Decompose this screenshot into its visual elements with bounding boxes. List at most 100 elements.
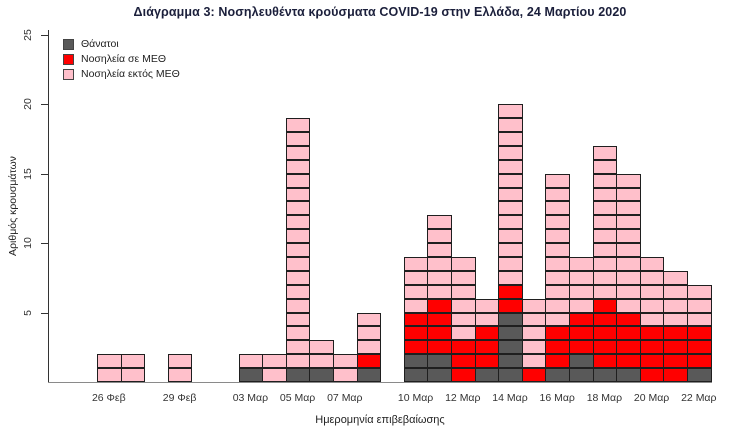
y-tick-mark bbox=[41, 104, 48, 105]
ward-cell bbox=[285, 312, 311, 327]
x-tick-label: 07 Μαρ bbox=[327, 392, 363, 404]
ward-cell bbox=[545, 256, 570, 271]
ward-cell bbox=[427, 284, 452, 299]
ward-cell bbox=[569, 298, 594, 313]
ward-cell bbox=[545, 173, 570, 188]
ward-cell bbox=[285, 118, 311, 132]
ward-cell bbox=[663, 284, 688, 299]
icu-cell bbox=[451, 354, 476, 369]
ward-cell bbox=[238, 354, 264, 369]
ward-cell bbox=[592, 270, 618, 285]
bar-day-24 bbox=[663, 270, 688, 382]
icu-cell bbox=[356, 354, 382, 369]
x-tick-label: 20 Μαρ bbox=[633, 392, 670, 404]
ward-cell bbox=[569, 270, 594, 285]
ward-cell bbox=[474, 298, 500, 313]
ward-cell bbox=[498, 131, 523, 146]
icu-cell bbox=[545, 340, 570, 355]
ward-cell bbox=[427, 270, 452, 285]
icu-cell bbox=[663, 340, 688, 355]
ward-cell bbox=[616, 284, 641, 299]
icu-cell bbox=[663, 354, 688, 369]
deaths-cell bbox=[285, 368, 311, 382]
icu-cell bbox=[498, 284, 523, 299]
ward-cell bbox=[403, 284, 429, 299]
ward-cell bbox=[285, 326, 311, 341]
ward-cell bbox=[639, 270, 665, 285]
deaths-cell bbox=[498, 340, 523, 355]
legend-label-deaths: Θάνατοι bbox=[81, 37, 119, 50]
icu-cell bbox=[616, 354, 641, 369]
ward-cell bbox=[521, 312, 547, 327]
ward-cell bbox=[120, 368, 146, 382]
ward-cell bbox=[592, 173, 618, 188]
icu-cell bbox=[521, 368, 547, 382]
ward-cell bbox=[403, 270, 429, 285]
y-tick-label: 25 bbox=[22, 28, 34, 41]
ward-cell bbox=[167, 354, 193, 369]
y-tick-label: 15 bbox=[22, 167, 34, 180]
legend-item-ward: Νοσηλεία εκτός ΜΕΘ bbox=[63, 68, 180, 80]
icu-cell bbox=[545, 354, 570, 369]
x-tick-label: 05 Μαρ bbox=[279, 392, 316, 404]
ward-cell bbox=[616, 173, 641, 188]
bar-day-16 bbox=[474, 298, 500, 382]
ward-cell bbox=[498, 159, 523, 174]
ward-cell bbox=[687, 298, 712, 313]
ward-cell bbox=[285, 215, 311, 230]
deaths-cell bbox=[474, 368, 500, 382]
deaths-cell bbox=[498, 368, 523, 382]
ward-cell bbox=[97, 354, 122, 369]
icu-cell bbox=[592, 354, 618, 369]
icu-cell bbox=[663, 368, 688, 382]
ward-cell bbox=[498, 229, 523, 244]
icu-cell bbox=[569, 340, 594, 355]
x-tick-label: 29 Φεβ bbox=[162, 392, 197, 404]
deaths-cell bbox=[356, 368, 382, 382]
ward-cell bbox=[285, 159, 311, 174]
ward-cell bbox=[403, 256, 429, 271]
y-tick-mark bbox=[41, 34, 48, 36]
bar-day-22 bbox=[616, 173, 641, 382]
ward-cell bbox=[333, 354, 358, 369]
icu-cell bbox=[474, 340, 500, 355]
ward-cell bbox=[498, 270, 523, 285]
ward-cell bbox=[687, 312, 712, 327]
ward-cell bbox=[285, 131, 311, 146]
ward-cell bbox=[592, 229, 618, 244]
deaths-cell bbox=[616, 368, 641, 382]
deaths-cell bbox=[569, 368, 594, 382]
ward-cell bbox=[545, 201, 570, 216]
bar-03-μαρ bbox=[238, 354, 264, 382]
icu-cell bbox=[545, 326, 570, 341]
icu-cell bbox=[639, 340, 665, 355]
x-axis-title: Ημερομηνία επιβεβαίωσης bbox=[315, 414, 445, 426]
deaths-cell bbox=[498, 326, 523, 341]
deaths-cell bbox=[427, 368, 452, 382]
deaths-cell bbox=[498, 354, 523, 369]
bar-day-7 bbox=[262, 354, 287, 382]
ward-cell bbox=[616, 215, 641, 230]
ward-cell bbox=[521, 354, 547, 369]
ward-cell bbox=[592, 159, 618, 174]
ward-cell bbox=[545, 229, 570, 244]
icu-cell bbox=[687, 354, 712, 369]
icu-cell bbox=[592, 298, 618, 313]
icu-cell bbox=[427, 326, 452, 341]
ward-cell bbox=[356, 326, 382, 341]
icu-cell bbox=[403, 312, 429, 327]
ward-cell bbox=[167, 368, 193, 382]
ward-cell bbox=[498, 145, 523, 160]
ward-cell bbox=[545, 298, 570, 313]
ward-cell bbox=[616, 229, 641, 244]
x-tick-label: 10 Μαρ bbox=[397, 392, 434, 404]
ward-cell bbox=[592, 284, 618, 299]
icu-cell bbox=[451, 340, 476, 355]
bar-day-9 bbox=[309, 340, 334, 382]
ward-cell bbox=[592, 187, 618, 202]
ward-cell bbox=[616, 256, 641, 271]
bar-12-μαρ bbox=[451, 256, 476, 382]
bar-29-φεβ bbox=[167, 354, 193, 382]
ward-cell bbox=[545, 270, 570, 285]
ward-cell bbox=[285, 284, 311, 299]
